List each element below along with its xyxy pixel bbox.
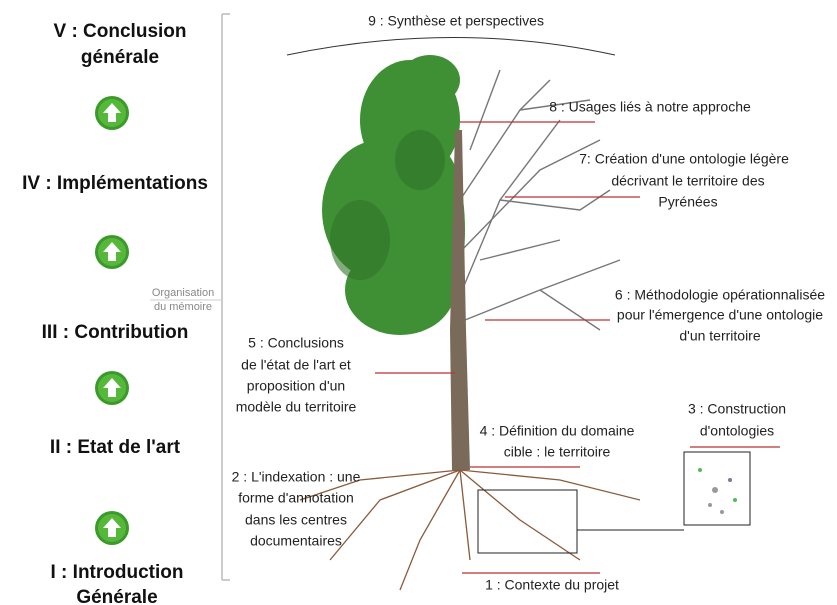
section-label: générale	[81, 47, 159, 68]
section-label: I : Introduction	[51, 562, 184, 583]
title: 9 : Synthèse et perspectives	[368, 13, 544, 29]
tree	[287, 38, 640, 591]
annotation: 7: Création d'une ontologie légère	[579, 151, 789, 167]
annotation: 5 : Conclusions	[248, 335, 344, 351]
arrow-icons	[95, 96, 129, 545]
annotation: 4 : Définition du domaine	[480, 423, 635, 439]
annotation: pour l'émergence d'une ontologie	[617, 307, 823, 323]
annotation: documentaires	[250, 533, 342, 549]
annotation: 3 : Construction	[688, 401, 786, 417]
section-label: Générale	[76, 587, 157, 605]
side-label: du mémoire	[154, 301, 212, 313]
section-label: III : Contribution	[42, 322, 189, 343]
annotation: dans les centres	[245, 512, 347, 528]
annotation: 6 : Méthodologie opérationnalisée	[615, 287, 825, 303]
section-label: II : Etat de l'art	[50, 437, 181, 458]
annotation: proposition d'un	[247, 378, 345, 394]
section-label: IV : Implémentations	[22, 173, 208, 194]
annotation: cible : le territoire	[504, 444, 611, 460]
annotation: forme d'annotation	[238, 490, 354, 506]
side-label: Organisation	[152, 287, 214, 299]
annotation: modèle du territoire	[236, 399, 357, 415]
diagram: 9 : Synthèse et perspectives Organisatio…	[0, 0, 837, 605]
annotation: Pyrénées	[658, 194, 717, 210]
section-label: V : Conclusion	[54, 21, 187, 42]
annotation: 1 : Contexte du projet	[485, 577, 619, 593]
annotation: d'ontologies	[700, 423, 774, 439]
annotation: d'un territoire	[679, 328, 760, 344]
annotation: décrivant le territoire des	[611, 173, 764, 189]
annotation: de l'état de l'art et	[241, 357, 351, 373]
annotation: 8 : Usages liés à notre approche	[549, 99, 751, 115]
annotation: 2 : L'indexation : une	[232, 469, 361, 485]
